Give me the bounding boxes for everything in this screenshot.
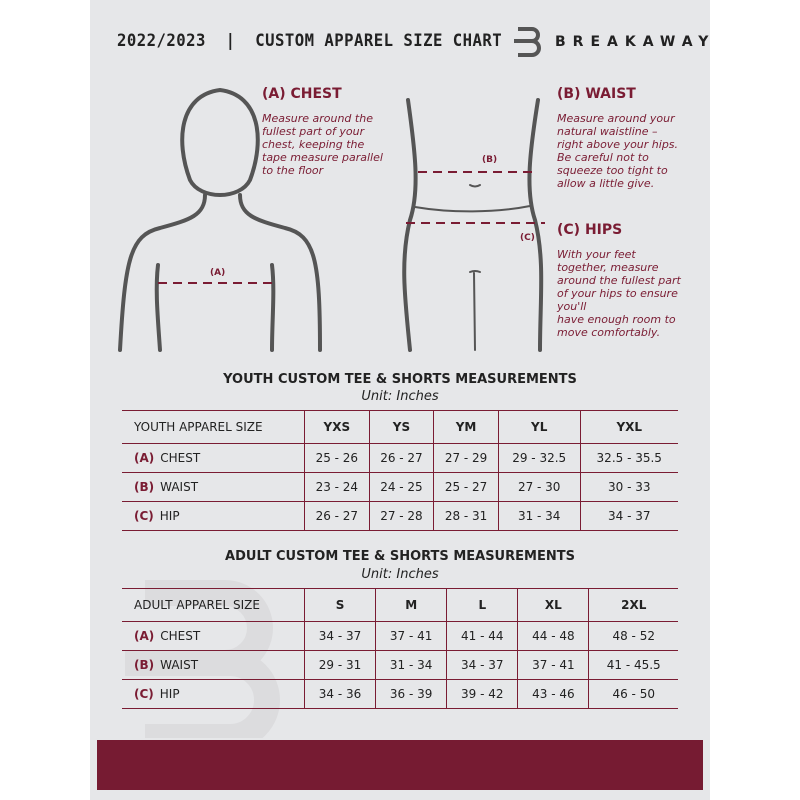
youth-section-title: YOUTH CUSTOM TEE & SHORTS MEASUREMENTS (223, 372, 577, 387)
marker-c: (C) (520, 233, 535, 243)
table-row: (C) HIP 26 - 27 27 - 28 28 - 31 31 - 34 34 - 3… (122, 501, 678, 531)
table-row: (B) WAIST 29 - 31 31 - 34 34 - 37 37 - 41 41 -… (122, 650, 678, 680)
table-header-row: YOUTH APPAREL SIZE YXS YS YM YL YXL (122, 410, 678, 444)
page-title: 2022/2023 | CUSTOM APPAREL SIZE CHART (117, 31, 503, 51)
table-row: (A) CHEST 34 - 37 37 - 41 41 - 44 44 - 48 48 -… (122, 621, 678, 651)
hips-description: With your feet together, measure around … (557, 248, 681, 339)
hips-heading: (C) HIPS (557, 222, 623, 238)
marker-a: (A) (210, 268, 225, 278)
waist-description: Measure around your natural waistline – … (557, 112, 679, 190)
table-row: (C) HIP 34 - 36 36 - 39 39 - 42 43 - 46 46 - 5… (122, 679, 678, 709)
brand-name: BREAKAWAY (555, 34, 716, 50)
chest-heading: (A) CHEST (262, 86, 342, 102)
adult-size-table: ADULT APPAREL SIZE S M L XL 2XL (A) CHEST 34 - … (122, 588, 678, 709)
table-row: (A) CHEST 25 - 26 26 - 27 27 - 29 29 - 32.5 32… (122, 443, 678, 473)
adult-section-title: ADULT CUSTOM TEE & SHORTS MEASUREMENTS (225, 549, 575, 564)
brand-logo (514, 27, 541, 57)
youth-unit: Unit: Inches (361, 389, 439, 404)
chest-description: Measure around the fullest part of your … (262, 112, 383, 177)
waist-heading: (B) WAIST (557, 86, 636, 102)
table-row: (B) WAIST 23 - 24 24 - 25 25 - 27 27 - 30 30 -… (122, 472, 678, 502)
table-header-row: ADULT APPAREL SIZE S M L XL 2XL (122, 588, 678, 622)
marker-b: (B) (482, 155, 497, 165)
adult-unit: Unit: Inches (361, 567, 439, 582)
footer-band (97, 740, 703, 790)
body-illustration: (A) (B) (C) (118, 87, 545, 352)
youth-size-table: YOUTH APPAREL SIZE YXS YS YM YL YXL (A) CHEST 2… (122, 410, 678, 531)
